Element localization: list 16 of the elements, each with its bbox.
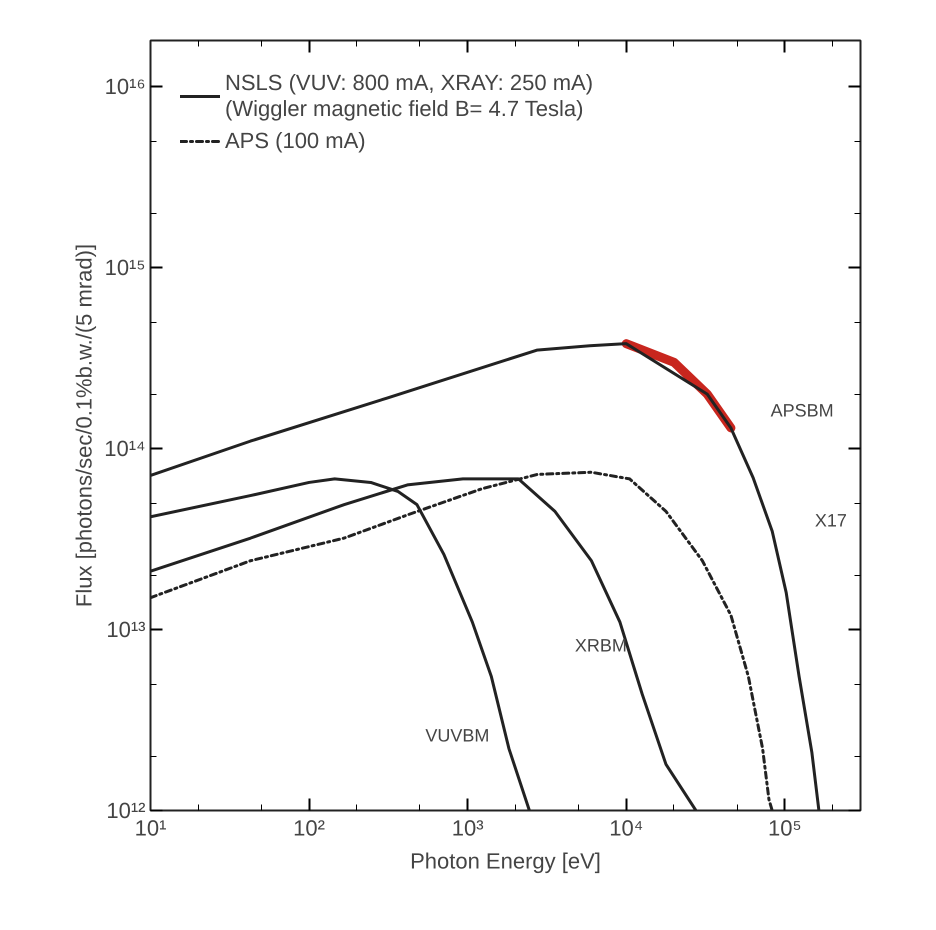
legend-label: APS (100 mA) [225, 128, 366, 154]
annotation: XRBM [574, 636, 627, 656]
x-tick-label: 10² [293, 816, 325, 840]
annotation: VUVBM [425, 726, 490, 746]
y-tick-label: 10¹⁶ [104, 74, 146, 100]
annotation: APSBM [770, 400, 834, 420]
y-tick-label: 10¹⁵ [104, 255, 146, 280]
x-axis-title: Photon Energy [eV] [410, 848, 601, 874]
y-tick-label: 10¹³ [106, 617, 146, 642]
annotation: X17 [814, 510, 847, 530]
legend-label: NSLS (VUV: 800 mA, XRAY: 250 mA) (Wiggler magnetic field B= 4.7 Tesla) [225, 70, 594, 122]
y-axis-title: Flux [photons/sec/0.1%b.w./(5 mrad)] [71, 244, 96, 608]
y-tick-label: 10¹⁴ [104, 436, 146, 462]
x-tick-label: 10⁴ [609, 816, 644, 840]
x-tick-label: 10⁵ [768, 816, 802, 840]
x-tick-label: 10³ [452, 816, 484, 840]
